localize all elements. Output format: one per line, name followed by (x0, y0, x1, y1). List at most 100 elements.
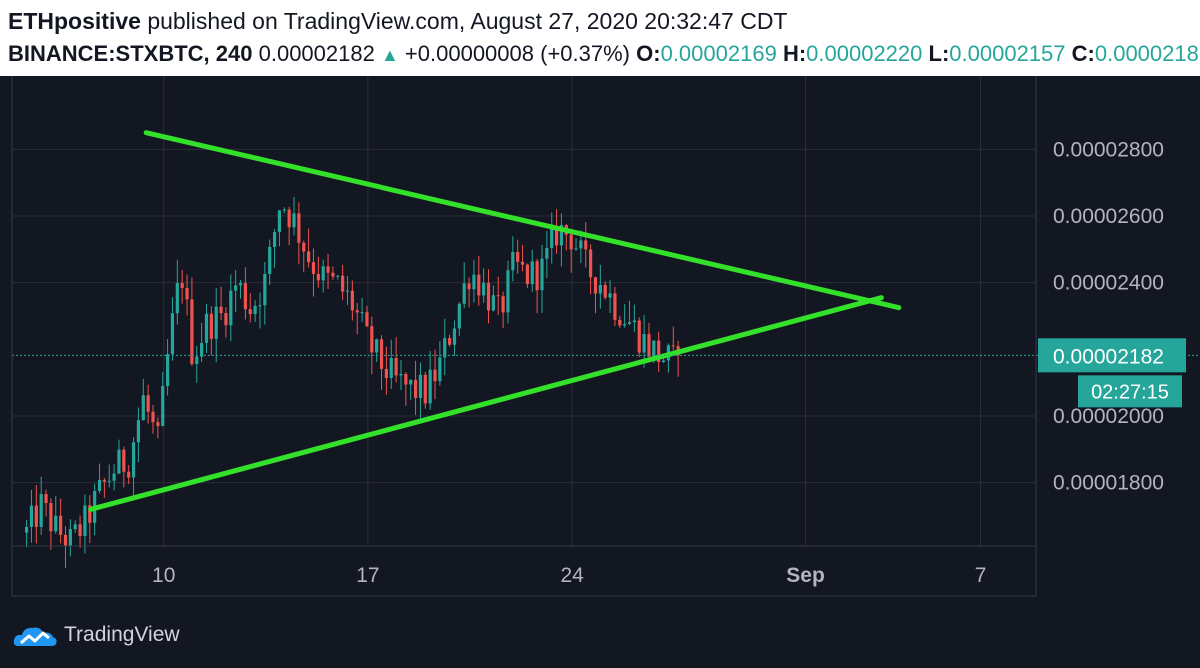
candle-down (190, 277, 194, 366)
candle-down (331, 266, 335, 280)
candle-body (331, 272, 335, 277)
candle-body (141, 395, 145, 421)
candle-body (443, 338, 447, 358)
candle-body (535, 261, 539, 291)
candle-down (365, 305, 369, 328)
axes: 0.00002800 0.00002600 0.00002400 0.00002000… (11, 76, 1200, 597)
publish-info: ETHpositive published on TradingView.com… (8, 8, 787, 35)
chart-area[interactable]: 0.00002800 0.00002600 0.00002400 0.00002000… (0, 76, 1200, 668)
y-tick-label: 0.00002000 (1053, 405, 1164, 428)
candle-up (292, 197, 296, 236)
candle-down (520, 245, 525, 272)
open-value: 0.00002169 (660, 41, 777, 66)
candle-up (545, 231, 549, 279)
candle-body (307, 251, 311, 263)
candle-down (341, 264, 345, 301)
candle-down (379, 335, 384, 390)
candle-up (161, 371, 165, 427)
candle-body (263, 273, 267, 306)
candle-up (438, 341, 442, 386)
candle-up (550, 212, 554, 264)
candle-up (506, 260, 510, 324)
trendline-upper-resistance[interactable] (143, 130, 902, 311)
trendline-lower-support[interactable] (88, 295, 884, 512)
candle-up (229, 274, 233, 341)
trendlines[interactable] (88, 130, 902, 512)
candle-down (569, 231, 573, 273)
candle-up (238, 280, 243, 299)
candle-body (389, 358, 393, 378)
low-label: L: (928, 41, 950, 66)
candle-body (170, 313, 175, 355)
candle-down (593, 276, 598, 314)
candle-body (287, 209, 291, 228)
candle-body (112, 473, 116, 481)
candle-up (268, 239, 272, 286)
current-price-tag (1038, 338, 1186, 373)
candle-up (472, 259, 476, 303)
candle-body (131, 442, 136, 478)
candle-body (165, 354, 170, 387)
candle-body (603, 284, 607, 298)
candle-body (350, 290, 354, 311)
price-chart[interactable]: 0.00002800 0.00002600 0.00002400 0.00002000… (0, 76, 1200, 668)
candle-up (598, 264, 602, 309)
candle-body (394, 358, 398, 376)
candle-up (399, 360, 403, 390)
candle-body (214, 306, 218, 339)
candle-up (54, 496, 58, 534)
candle-body (671, 345, 675, 347)
candle-down (307, 228, 311, 268)
candle-body (297, 213, 301, 243)
candle-body (200, 342, 204, 357)
candle-up (482, 268, 486, 303)
y-tick-label: 0.00002800 (1053, 138, 1164, 161)
author-name[interactable]: ETHpositive (8, 8, 141, 34)
candle-body (482, 282, 486, 296)
candle-body (404, 374, 408, 385)
candle-down (302, 240, 306, 273)
candle-up (112, 464, 116, 491)
candle-up (136, 407, 141, 463)
candle-up (418, 362, 423, 419)
candle-body (146, 395, 150, 412)
candle-body (448, 338, 452, 345)
candle-body (433, 369, 437, 382)
candle-body (253, 305, 257, 315)
candle-body (637, 320, 641, 353)
symbol-label[interactable]: BINANCE:STXBTC, 240 (8, 41, 253, 66)
candle-down (433, 349, 437, 400)
candle-body (491, 295, 495, 311)
candle-up (195, 345, 199, 383)
candle-up (234, 270, 238, 313)
candle-body (642, 334, 646, 353)
candle-body (618, 319, 622, 326)
candle-up (452, 320, 457, 356)
candle-body (219, 306, 223, 314)
candle-up (263, 261, 267, 325)
candle-body (39, 493, 43, 527)
candle-down (34, 484, 38, 544)
candle-body (516, 252, 520, 262)
candle-body (83, 505, 87, 537)
candle-down (146, 384, 150, 424)
candle-body (302, 242, 306, 252)
candle-down (671, 326, 675, 351)
y-tick-label: 0.00001800 (1053, 472, 1164, 495)
candle-down (311, 248, 316, 297)
candle-body (413, 379, 418, 398)
candle-down (243, 267, 247, 320)
candle-body (423, 374, 427, 404)
candle-down (209, 306, 213, 356)
tradingview-logo[interactable]: TradingView (12, 618, 180, 652)
candle-up (457, 302, 461, 337)
candle-down (63, 526, 68, 568)
candle-body (88, 505, 92, 523)
x-tick-label: 17 (356, 564, 379, 587)
candle-down (496, 276, 500, 315)
candle-down (297, 202, 301, 265)
candle-down (404, 372, 408, 406)
candle-body (44, 493, 48, 504)
candle-body (661, 360, 666, 362)
published-text: published on TradingView.com, August 27,… (147, 8, 788, 34)
